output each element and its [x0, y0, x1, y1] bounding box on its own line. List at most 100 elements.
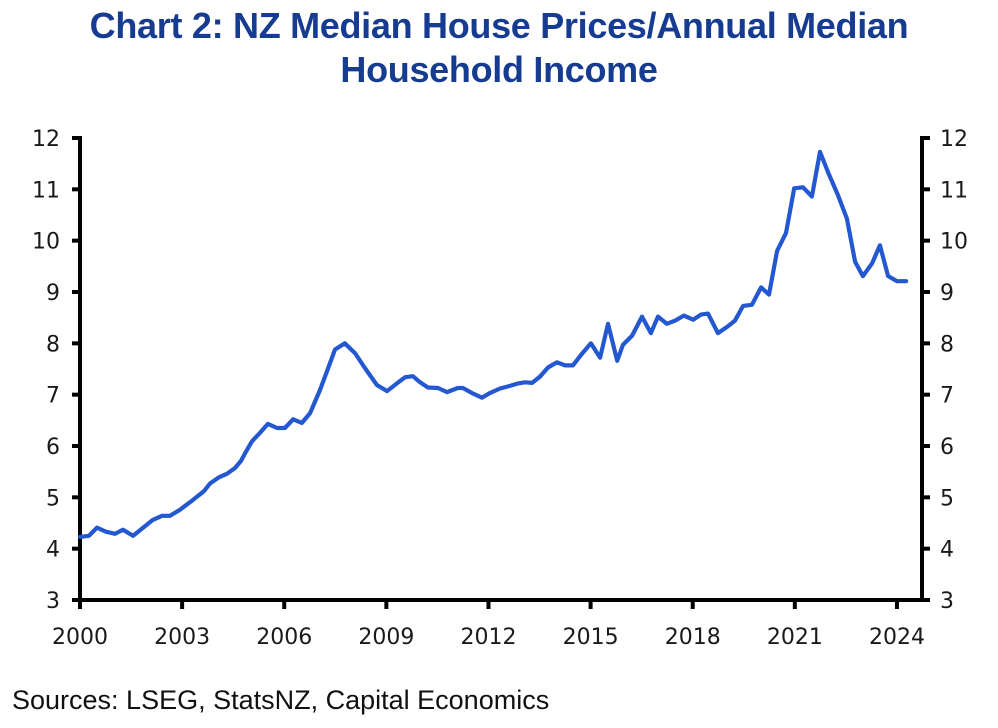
data-point: [853, 260, 857, 264]
data-point: [498, 387, 502, 391]
y-tick-label-left: 8: [46, 332, 60, 357]
data-point: [456, 386, 460, 390]
data-point: [480, 396, 484, 400]
series-group: [77, 149, 909, 539]
data-point: [375, 383, 379, 387]
data-point: [580, 352, 584, 356]
data-point: [784, 231, 788, 235]
data-point: [300, 421, 304, 425]
y-tick-label-right: 10: [940, 230, 968, 255]
x-tick-label: 2000: [52, 625, 108, 650]
data-point: [113, 532, 117, 536]
y-tick-label-right: 9: [940, 281, 954, 306]
data-point: [555, 360, 559, 364]
data-point: [436, 386, 440, 390]
data-point: [283, 426, 287, 430]
data-point: [291, 417, 295, 421]
y-tick-label-left: 9: [46, 281, 60, 306]
data-point: [886, 274, 890, 278]
x-tick-label: 2006: [256, 625, 312, 650]
data-point: [78, 535, 82, 539]
data-point: [826, 170, 830, 174]
data-point: [258, 431, 262, 435]
data-point: [217, 475, 221, 479]
data-point: [716, 331, 720, 335]
x-tick-label: 2024: [869, 625, 925, 650]
data-point: [318, 388, 322, 392]
data-point: [706, 312, 710, 316]
data-point: [615, 359, 619, 363]
data-point: [353, 351, 357, 355]
y-tick-label-right: 3: [940, 589, 954, 614]
data-point: [523, 380, 527, 384]
data-point: [275, 426, 279, 430]
y-tick-label-right: 11: [940, 178, 968, 203]
data-point: [178, 508, 182, 512]
data-point: [225, 472, 229, 476]
y-tick-label-right: 6: [940, 435, 954, 460]
data-point: [861, 274, 865, 278]
data-point: [530, 381, 534, 385]
data-point: [488, 391, 492, 395]
y-tick-label-left: 10: [32, 230, 60, 255]
data-point: [836, 194, 840, 198]
y-tick-label-left: 12: [32, 127, 60, 152]
data-point: [168, 514, 172, 518]
ticks: 3 3 4 4 5 5 6 6 7 7 8 8 9 9 10 10 11 11 12 12 2000 2003 2006 20…: [32, 127, 968, 650]
data-point: [810, 195, 814, 199]
y-tick-label-left: 4: [46, 538, 60, 563]
data-point: [470, 391, 474, 395]
data-point: [426, 386, 430, 390]
x-tick-label: 2021: [767, 625, 823, 650]
chart-title-line-2: Household Income: [340, 49, 658, 90]
axes: [78, 136, 924, 602]
data-point: [750, 303, 754, 307]
data-point: [202, 489, 206, 493]
data-point: [656, 315, 660, 319]
data-point: [682, 314, 686, 318]
data-point: [445, 390, 449, 394]
data-point: [767, 293, 771, 297]
data-point: [160, 514, 164, 518]
data-point: [665, 322, 669, 326]
data-point: [904, 279, 908, 283]
data-point: [343, 341, 347, 345]
data-point: [151, 518, 155, 522]
y-tick-label-left: 6: [46, 435, 60, 460]
data-point: [845, 217, 849, 221]
data-point: [630, 334, 634, 338]
chart-title: Chart 2: NZ Median House Prices/Annual M…: [0, 4, 998, 92]
y-tick-label-right: 8: [940, 332, 954, 357]
y-tick-label-right: 12: [940, 127, 968, 152]
source-note: Sources: LSEG, StatsNZ, Capital Economic…: [12, 685, 550, 715]
data-point: [733, 319, 737, 323]
y-tick-label-right: 7: [940, 384, 954, 409]
data-point: [640, 315, 644, 319]
data-point: [649, 331, 653, 335]
y-tick-label-left: 3: [46, 589, 60, 614]
data-point: [538, 375, 542, 379]
data-point: [895, 279, 899, 283]
data-point: [598, 356, 602, 360]
series-line: [77, 149, 909, 539]
data-point: [243, 451, 247, 455]
data-point: [741, 304, 745, 308]
data-point: [308, 411, 312, 415]
y-tick-label-right: 4: [940, 538, 954, 563]
chart-title-line-1: Chart 2: NZ Median House Prices/Annual M…: [89, 5, 909, 46]
data-point: [508, 384, 512, 388]
x-tick-label: 2012: [460, 625, 516, 650]
data-point: [104, 530, 108, 534]
data-point: [870, 261, 874, 265]
x-tick-label: 2018: [665, 625, 721, 650]
y-tick-label-left: 11: [32, 178, 60, 203]
data-point: [131, 534, 135, 538]
data-point: [87, 534, 91, 538]
data-point: [759, 285, 763, 289]
data-point: [326, 366, 330, 370]
data-point: [818, 150, 822, 154]
data-point: [411, 374, 415, 378]
data-point: [621, 343, 625, 347]
x-tick-label: 2009: [358, 625, 414, 650]
